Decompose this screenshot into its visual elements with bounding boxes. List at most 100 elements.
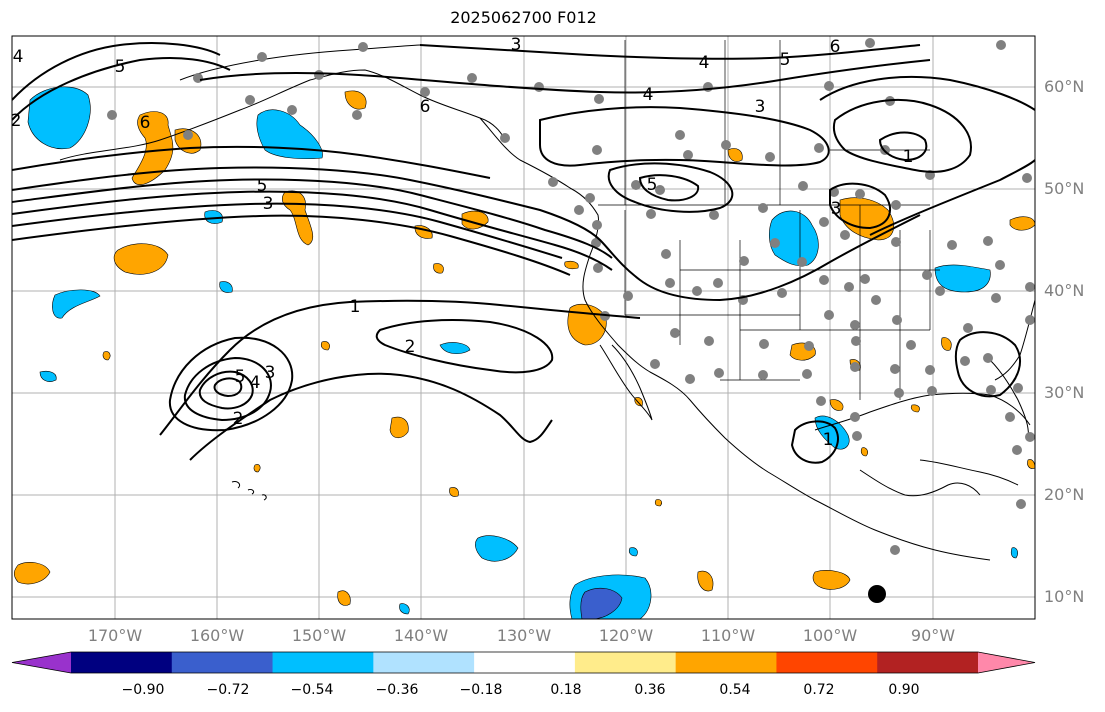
contour-line — [869, 159, 1035, 236]
contour-label: 4 — [699, 53, 710, 73]
positive-area — [829, 399, 844, 411]
contour-line — [198, 370, 254, 410]
negative-area — [580, 587, 623, 619]
contour-label: 2 — [11, 111, 22, 131]
colorbar-extend-max — [978, 652, 1035, 673]
positive-area — [13, 562, 51, 585]
contour-line — [790, 420, 839, 464]
baja-california — [599, 344, 653, 421]
positive-area — [812, 570, 851, 590]
positive-area — [344, 90, 367, 110]
lat-label: 20°N — [1044, 485, 1085, 504]
lon-label: 120°W — [598, 626, 654, 645]
contour-line — [539, 106, 830, 167]
pacific-coast-bc — [479, 117, 991, 561]
yucatan-coast — [859, 469, 981, 497]
contour-label: 4 — [250, 373, 261, 393]
lon-label: 100°W — [802, 626, 858, 645]
hawaii-islands — [231, 481, 267, 501]
lon-label: 150°W — [291, 626, 347, 645]
contour-line — [12, 190, 613, 271]
colorbar-tick-label: −0.54 — [290, 682, 334, 698]
contour-label: 1 — [903, 147, 914, 167]
lat-label: 30°N — [1044, 383, 1085, 402]
colorbar-swatch — [877, 652, 979, 673]
contour-line — [213, 377, 243, 398]
positive-area — [320, 341, 330, 351]
contour-labels: 5 4 6 4 3 5 6 6 1 5 3 5 3 4 1 2 5 4 3 2 … — [11, 35, 914, 450]
contour-label: 3 — [263, 194, 274, 214]
contour-label: 5 — [235, 367, 246, 387]
contour-label: 5 — [115, 57, 126, 77]
lon-label: 160°W — [189, 626, 245, 645]
negative-area — [399, 603, 410, 615]
contour-line — [375, 319, 554, 374]
state-borders — [598, 40, 940, 400]
contour-line — [12, 166, 921, 302]
contour-label: 3 — [831, 199, 842, 219]
positive-area — [727, 148, 743, 162]
contour-label: 2 — [233, 409, 244, 429]
colorbar-swatch — [776, 652, 878, 673]
positive-area — [1027, 459, 1035, 469]
shaded-anomalies — [13, 86, 1035, 619]
lat-label: 40°N — [1044, 281, 1085, 300]
negative-area — [219, 281, 233, 293]
lat-label: 60°N — [1044, 77, 1085, 96]
graticule — [12, 36, 1035, 619]
station-markers — [107, 38, 1035, 555]
contour-label: 6 — [420, 97, 431, 117]
negative-area — [39, 370, 57, 382]
positive-area — [1009, 216, 1035, 231]
colorbar-tick-label: 0.18 — [550, 682, 582, 698]
contour-label: 4 — [643, 85, 654, 105]
contour-label: 4 — [13, 47, 24, 67]
contour-line — [183, 356, 272, 422]
contour-line — [829, 182, 891, 230]
colorbar-swatch — [272, 652, 374, 673]
contour-line — [419, 44, 921, 60]
contour-line — [12, 57, 231, 121]
contour-line — [12, 202, 563, 259]
lat-label: 10°N — [1044, 587, 1085, 606]
contour-line — [12, 145, 491, 179]
colorbar-tick-label: −0.18 — [459, 682, 503, 698]
positive-area — [102, 351, 111, 361]
colorbar — [11, 651, 1036, 674]
colorbar-tick-label: −0.36 — [375, 682, 419, 698]
contour-label: 5 — [647, 175, 658, 195]
contour-label: 2 — [405, 337, 416, 357]
positive-area — [910, 404, 920, 413]
contour-line — [638, 174, 700, 202]
positive-area — [113, 243, 169, 275]
colorbar-swatch — [373, 652, 475, 673]
contour-line — [168, 336, 294, 432]
colorbar-swatch — [474, 652, 576, 673]
positive-area — [860, 447, 868, 457]
negative-area — [1010, 547, 1018, 559]
negative-area — [934, 264, 991, 293]
lon-label: 110°W — [700, 626, 756, 645]
contour-line — [832, 99, 972, 173]
contour-label: 6 — [140, 113, 151, 133]
alaska-north-coast — [179, 44, 421, 81]
colorbar-tick-label: 0.72 — [803, 682, 835, 698]
lon-label: 140°W — [393, 626, 449, 645]
contour-label: 5 — [780, 50, 791, 70]
contour-line — [12, 214, 571, 276]
colorbar-tick-label: 0.36 — [634, 682, 666, 698]
contour-label: 3 — [511, 35, 522, 55]
contour-line — [954, 331, 1021, 398]
positive-area — [449, 487, 459, 497]
colorbar-tick-label: −0.90 — [121, 682, 165, 698]
contour-line — [819, 75, 1035, 111]
contour-label: 5 — [257, 176, 268, 196]
contour-label: 1 — [350, 297, 361, 317]
positive-area — [564, 260, 579, 270]
colorbar-outline — [11, 651, 1036, 674]
positive-area — [253, 464, 261, 473]
negative-area — [475, 535, 519, 562]
negative-area — [439, 342, 471, 354]
lat-label: 50°N — [1044, 179, 1085, 198]
